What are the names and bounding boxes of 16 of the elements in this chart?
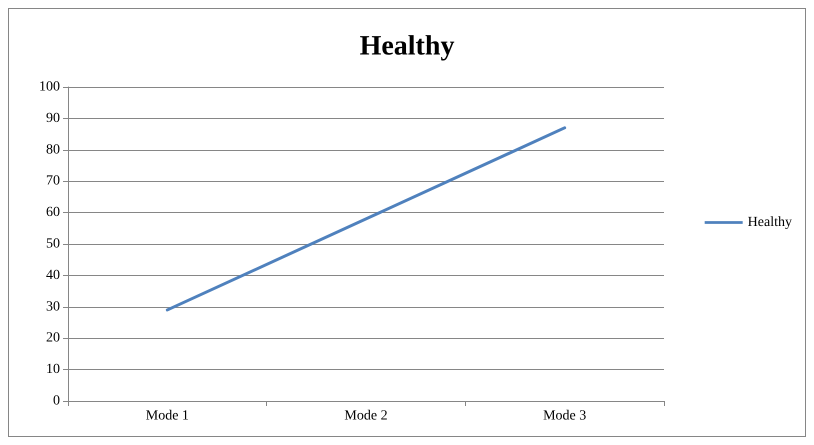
x-tick-label: Mode 1 bbox=[146, 408, 189, 424]
y-tick-label: 70 bbox=[46, 174, 60, 189]
y-tick-label: 40 bbox=[46, 268, 60, 283]
chart-title: Healthy bbox=[360, 30, 454, 62]
x-tick-label: Mode 2 bbox=[344, 408, 388, 424]
y-tick-label: 10 bbox=[46, 362, 60, 378]
y-tick-label: 80 bbox=[46, 142, 60, 158]
y-tick-label: 30 bbox=[46, 299, 60, 314]
y-tick-label: 50 bbox=[46, 236, 60, 252]
x-tick-label: Mode 3 bbox=[543, 408, 586, 424]
legend-label: Healthy bbox=[748, 215, 792, 230]
y-tick-label: 100 bbox=[39, 80, 60, 94]
y-tick-label: 20 bbox=[46, 330, 60, 346]
y-tick-label: 90 bbox=[46, 110, 60, 126]
y-tick-label: 0 bbox=[53, 394, 60, 408]
y-tick-label: 60 bbox=[46, 205, 60, 220]
